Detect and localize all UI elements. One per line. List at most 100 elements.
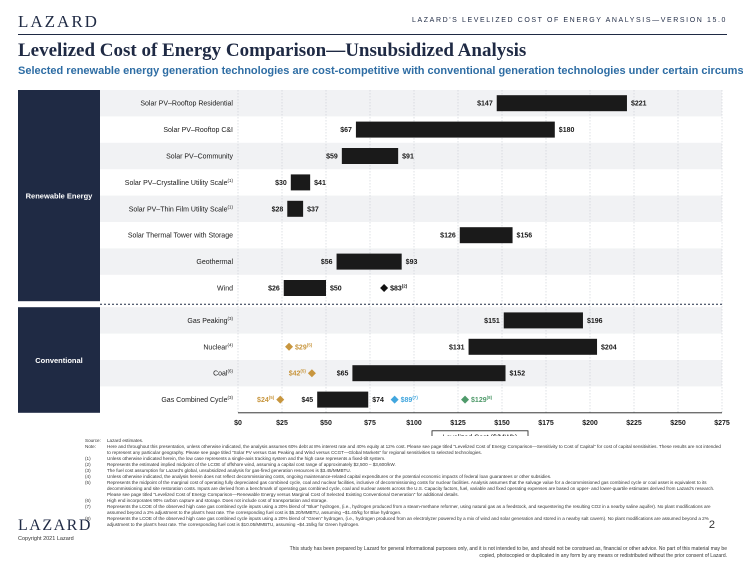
footnote-row: (5) Represents the midpoint of the margin… (85, 480, 725, 498)
lazard-logo: LAZARD (18, 12, 99, 31)
footnote-key: (2) (85, 461, 91, 467)
x-tick-label: $250 (670, 420, 686, 427)
bar-high-label: $93 (406, 259, 418, 266)
marker-label: $83(2) (390, 284, 408, 293)
footnote-row: Source: Lazard estimates. (85, 438, 725, 444)
footnote-key: (1) (85, 455, 91, 461)
footnote-key: (5) (85, 479, 91, 485)
row-band (100, 195, 722, 222)
marker-label: $129(8) (471, 395, 493, 404)
footnote-key: Source: (85, 438, 101, 443)
footnote-text: Lazard estimates. (107, 438, 144, 443)
row-label: Solar PV–Rooftop Residential (140, 101, 233, 108)
report-version-header: LAZARD'S LEVELIZED COST OF ENERGY ANALYS… (412, 17, 727, 24)
range-bar (336, 253, 402, 270)
row-band (100, 307, 722, 334)
bar-low-label: $26 (268, 286, 280, 293)
copyright-text: Copyright 2021 Lazard (18, 536, 74, 542)
range-bar (496, 95, 627, 112)
bar-low-label: $65 (337, 371, 349, 378)
range-bar (283, 280, 326, 296)
marker-diamond (307, 369, 316, 378)
row-labels: Solar PV–Rooftop Residential Solar PV–Roo… (125, 101, 234, 404)
row-band (100, 248, 722, 275)
bar-high-label: $37 (307, 206, 319, 213)
row-label: Solar PV–Crystalline Utility Scale(1) (125, 178, 234, 187)
footnote-text: Represents the estimated implied midpoin… (107, 461, 396, 467)
row-label: Gas Combined Cycle(3) (161, 395, 233, 404)
row-band (100, 142, 722, 170)
range-bar (287, 200, 304, 217)
x-tick-label: $125 (450, 420, 466, 427)
range-bar (317, 391, 369, 408)
range-bar (355, 121, 555, 138)
bar-high-label: $196 (587, 318, 603, 325)
footnote-row: (3) The fuel cost assumption for Lazard's… (85, 468, 725, 474)
footnote-key: (8) (85, 515, 91, 521)
footnote-text: Represents the LCOE of the observed high… (107, 515, 709, 527)
bar-low-label: $151 (484, 318, 500, 325)
bar-high-label: $180 (559, 127, 575, 134)
row-label: Nuclear(4) (203, 342, 233, 351)
bar-low-label: $147 (477, 101, 493, 108)
group-label: Conventional (35, 356, 83, 365)
marker-diamond (380, 284, 389, 292)
lcoe-chart: Renewable Energy Conventional Solar PV–Ro… (18, 90, 730, 436)
footnote-text: Unless otherwise indicated, the analysis… (107, 473, 552, 479)
footnote-row: (4) Unless otherwise indicated, the analy… (85, 474, 725, 480)
bar-high-label: $221 (631, 101, 647, 108)
footnote-key: (4) (85, 473, 91, 479)
row-label: Gas Peaking(3) (187, 316, 233, 325)
row-label: Solar PV–Thin Film Utility Scale(1) (129, 204, 234, 213)
bar-low-label: $56 (321, 259, 333, 266)
range-bar (341, 148, 399, 164)
footnotes: Source: Lazard estimates. Note: Here and th… (85, 438, 725, 528)
bar-low-label: $45 (302, 397, 314, 404)
row-label: Solar Thermal Tower with Storage (128, 233, 233, 240)
footer-lazard-logo: LAZARD (18, 517, 92, 534)
x-tick-label: $50 (320, 420, 332, 427)
footnote-text: Represents the LCOE of the observed high… (107, 503, 711, 515)
range-bar (352, 365, 506, 382)
x-tick-label: $0 (234, 420, 242, 427)
bar-low-label: $67 (340, 127, 352, 134)
group-panel (18, 90, 100, 302)
bar-high-label: $41 (314, 180, 326, 187)
marker-label: $89(7) (401, 395, 419, 404)
x-tick-label: $175 (538, 420, 554, 427)
row-label: Solar PV–Rooftop C&I (163, 127, 233, 134)
x-axis-title: Levelized Cost ($/MWh) (443, 434, 518, 436)
footnote-row: (2) Represents the estimated implied midp… (85, 462, 725, 468)
disclaimer-text: This study has been prepared by Lazard f… (289, 546, 727, 559)
footnote-row: Note: Here and throughout this presentati… (85, 444, 725, 456)
footnote-text: Here and throughout this presentation, u… (107, 443, 721, 455)
bar-high-label: $204 (601, 344, 617, 351)
footnote-row: (1) Unless otherwise indicated herein, th… (85, 456, 725, 462)
marker-diamond (390, 395, 399, 404)
footnote-key: Note: (85, 443, 96, 449)
range-bar (468, 338, 598, 355)
x-tick-label: $100 (406, 420, 422, 427)
bar-high-label: $74 (372, 397, 384, 404)
marker-label: $24(5) (257, 395, 275, 404)
group-label: Renewable Energy (26, 192, 94, 201)
page-number: 2 (708, 519, 715, 531)
row-label: Geothermal (196, 259, 233, 266)
footnote-row: (8) Represents the LCOE of the observed h… (85, 516, 725, 528)
marker-diamond (276, 395, 285, 404)
footnote-text: The fuel cost assumption for Lazard's gl… (107, 467, 351, 473)
footnote-text: Unless otherwise indicated herein, the l… (107, 455, 386, 461)
bar-low-label: $131 (449, 344, 465, 351)
row-label: Coal(6) (213, 369, 233, 378)
x-tick-label: $200 (582, 420, 598, 427)
bar-low-label: $30 (275, 180, 287, 187)
bar-high-label: $152 (510, 371, 526, 378)
x-tick-label: $75 (364, 420, 376, 427)
bar-low-label: $28 (272, 206, 284, 213)
cost-range-bars: $147 $221 $67 $180 $59 $91 $30 $41 $28 $37 $126 $15… (268, 95, 647, 408)
page-title: Levelized Cost of Energy Comparison—Unsu… (18, 40, 527, 61)
range-bar (503, 312, 583, 329)
bar-high-label: $91 (402, 154, 414, 161)
x-axis: $0 $25 $50 $75 $100 $125 $150 $175 $200 $225 $250 $… (234, 412, 730, 436)
footnote-key: (6) (85, 497, 91, 503)
